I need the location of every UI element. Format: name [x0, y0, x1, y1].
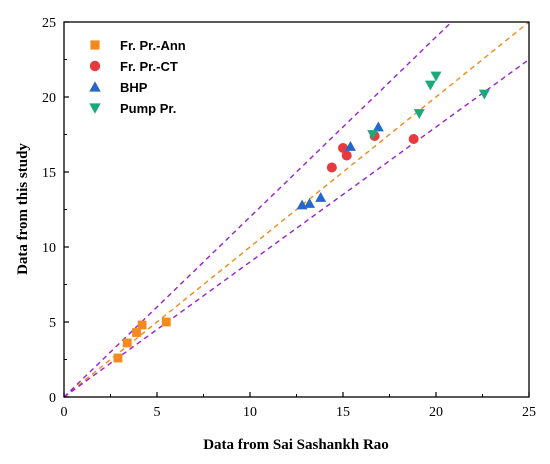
data-point [161, 317, 171, 327]
data-point [296, 199, 308, 210]
legend-marker [89, 60, 101, 72]
legend-label: Fr. Pr.-Ann [120, 38, 186, 53]
y-axis-title: Data from this study [15, 143, 31, 275]
legend-item: Fr. Pr.-CT [89, 59, 178, 74]
y-tick-label: 15 [42, 166, 56, 181]
x-tick-label: 5 [154, 405, 161, 420]
series-1 [326, 131, 419, 173]
data-point [113, 353, 123, 363]
x-tick-label: 15 [336, 405, 350, 420]
y-tick-label: 10 [42, 241, 56, 256]
axis-ticks: 0 5 10 15 20 25 0 5 10 15 20 25 [42, 16, 536, 420]
x-axis-title: Data from Sai Sashankh Rao [203, 437, 389, 453]
legend-marker [89, 81, 101, 92]
series-2 [296, 121, 384, 210]
data-point [408, 134, 419, 144]
y-tick-label: 5 [49, 316, 56, 331]
legend-marker [89, 103, 101, 114]
x-tick-label: 0 [61, 405, 68, 420]
data-point [413, 109, 425, 119]
x-tick-label: 10 [243, 405, 257, 420]
data-point [367, 130, 379, 140]
data-points [113, 71, 490, 363]
data-point [326, 162, 337, 173]
legend-marker [90, 40, 100, 50]
legend-item: Pump Pr. [89, 101, 176, 116]
legend: Fr. Pr.-Ann Fr. Pr.-CT BHP Pump Pr. [89, 38, 186, 116]
data-point [315, 192, 327, 202]
data-point [344, 141, 356, 151]
legend-label: Fr. Pr.-CT [120, 59, 178, 74]
x-tick-label: 20 [429, 405, 443, 420]
data-point [304, 198, 316, 208]
series-0 [113, 317, 171, 363]
series-3 [367, 71, 490, 140]
data-point [430, 71, 442, 82]
data-point [137, 320, 147, 330]
y-tick-label: 0 [49, 391, 56, 406]
data-point [372, 121, 384, 132]
data-point [424, 80, 436, 91]
legend-item: Fr. Pr.-Ann [90, 38, 186, 53]
y-tick-label: 20 [42, 91, 56, 106]
legend-label: BHP [120, 80, 148, 95]
data-point [478, 89, 490, 100]
data-point [122, 338, 132, 348]
data-point [132, 328, 141, 337]
data-point [341, 150, 352, 161]
legend-label: Pump Pr. [120, 101, 176, 116]
legend-item: BHP [89, 80, 148, 95]
y-tick-label: 25 [42, 16, 56, 31]
x-tick-label: 25 [522, 405, 536, 420]
